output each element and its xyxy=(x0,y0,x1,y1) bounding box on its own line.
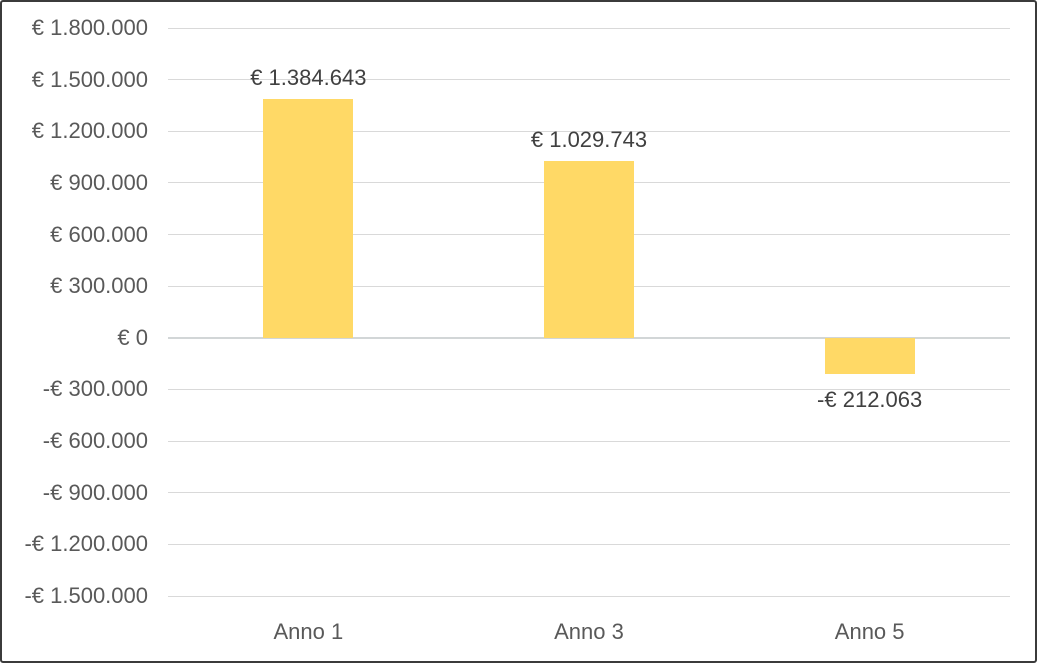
y-axis-tick-label: € 900.000 xyxy=(50,169,148,195)
gridline xyxy=(168,130,1010,132)
gridline xyxy=(168,27,1010,29)
y-axis-tick-label: € 1.800.000 xyxy=(31,15,148,40)
y-axis-tick-label: € 300.000 xyxy=(50,273,148,299)
bar-data-label: € 1.029.743 xyxy=(530,126,648,152)
y-axis-tick-label: -€ 300.000 xyxy=(42,376,148,402)
gridline xyxy=(168,492,1010,494)
x-axis-category-label: Anno 3 xyxy=(554,619,624,644)
y-axis-tick-label: -€ 600.000 xyxy=(42,428,148,454)
y-axis-tick-label: € 1.500.000 xyxy=(31,66,148,92)
y-axis-tick-label: -€ 1.200.000 xyxy=(24,531,148,557)
x-axis-category-label: Anno 5 xyxy=(834,619,905,644)
y-axis-tick-label: € 1.200.000 xyxy=(31,118,148,144)
bar-data-label: -€ 212.063 xyxy=(817,387,923,413)
gridline xyxy=(168,79,1010,81)
bar-data-label: € 1.384.643 xyxy=(250,65,367,91)
y-axis-tick-label: -€ 1.500.000 xyxy=(24,583,148,608)
gridline xyxy=(168,595,1010,597)
bar-anno-5 xyxy=(824,337,915,375)
bar-anno-3 xyxy=(544,160,634,338)
x-axis-category-label: Anno 1 xyxy=(273,619,344,644)
gridline xyxy=(168,388,1010,390)
gridline xyxy=(168,440,1010,442)
zero-axis-line xyxy=(168,336,1010,339)
gridline xyxy=(168,543,1010,545)
y-axis-tick-label: € 0 xyxy=(117,324,148,350)
y-axis-tick-label: € 600.000 xyxy=(50,221,148,247)
y-axis-tick-label: -€ 900.000 xyxy=(42,479,148,505)
bar-anno-1 xyxy=(263,99,354,338)
